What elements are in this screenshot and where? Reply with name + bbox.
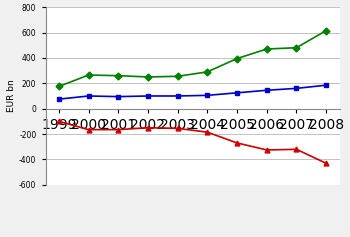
Line: balance: balance bbox=[56, 119, 329, 166]
exports bbox=[57, 98, 61, 100]
exports bbox=[86, 95, 91, 97]
exports bbox=[294, 87, 299, 90]
imports bbox=[294, 46, 299, 49]
exports bbox=[265, 89, 269, 92]
exports bbox=[176, 95, 180, 97]
balance bbox=[205, 131, 209, 134]
imports bbox=[57, 85, 61, 88]
exports bbox=[324, 84, 328, 87]
exports bbox=[235, 91, 239, 94]
imports bbox=[116, 74, 120, 77]
balance bbox=[57, 120, 61, 123]
Line: imports: imports bbox=[56, 28, 329, 89]
Y-axis label: EUR bn: EUR bn bbox=[7, 80, 16, 112]
balance bbox=[176, 127, 180, 130]
balance bbox=[116, 128, 120, 131]
exports bbox=[146, 95, 150, 97]
imports bbox=[324, 29, 328, 32]
balance bbox=[86, 128, 91, 131]
imports bbox=[205, 70, 209, 73]
imports bbox=[146, 76, 150, 78]
balance bbox=[324, 162, 328, 165]
exports bbox=[205, 94, 209, 97]
balance bbox=[235, 141, 239, 144]
balance bbox=[265, 149, 269, 151]
imports bbox=[265, 48, 269, 50]
imports bbox=[235, 57, 239, 60]
balance bbox=[146, 126, 150, 129]
balance bbox=[294, 148, 299, 151]
imports bbox=[176, 75, 180, 78]
exports bbox=[116, 95, 120, 98]
Line: exports: exports bbox=[56, 83, 329, 102]
imports bbox=[86, 74, 91, 77]
